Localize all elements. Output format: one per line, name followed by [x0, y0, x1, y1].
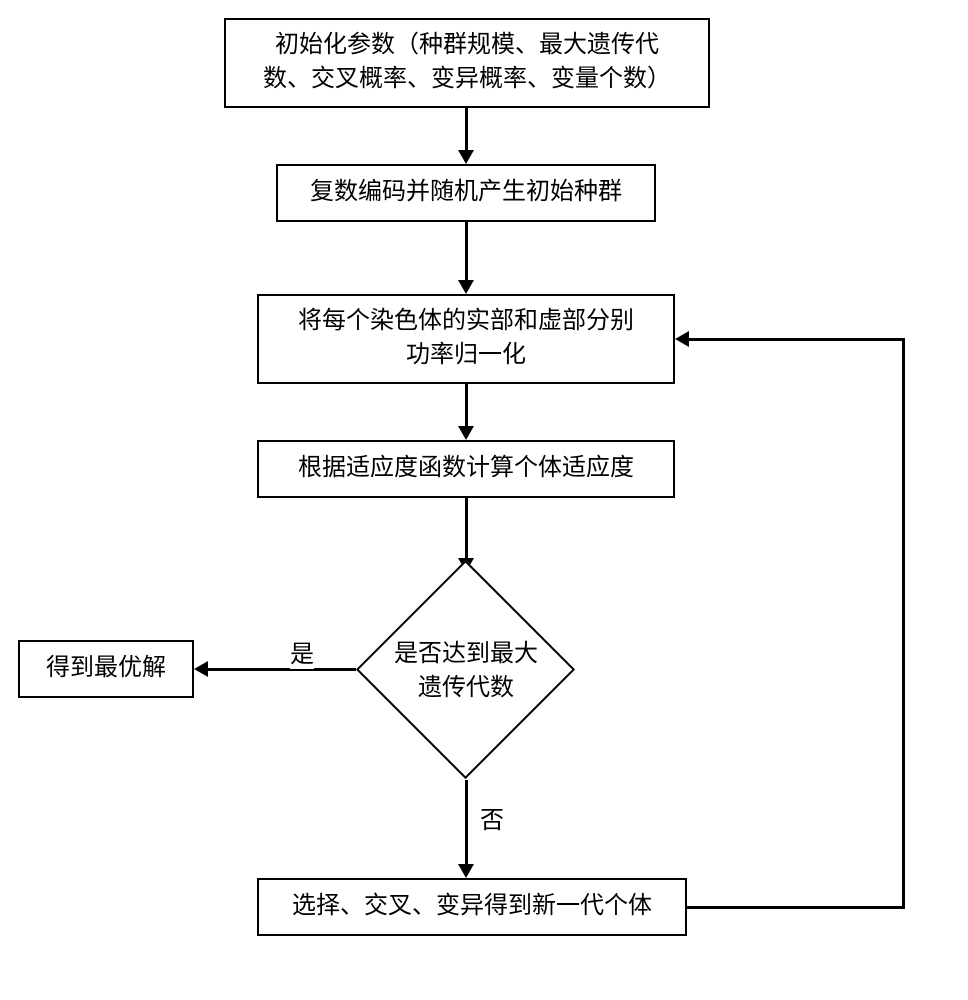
normalize-line2: 功率归一化: [406, 342, 526, 368]
node-init: 初始化参数（种群规模、最大遗传代 数、交叉概率、变异概率、变量个数）: [224, 18, 710, 108]
edge-decision-nextgen: [465, 780, 468, 864]
arrow-init-encode: [458, 150, 474, 164]
node-result: 得到最优解: [18, 640, 194, 698]
arrow-normalize-fitness: [458, 426, 474, 440]
arrow-encode-normalize: [458, 280, 474, 294]
arrow-feedback: [675, 331, 689, 347]
node-decision: [356, 560, 575, 779]
arrow-decision-nextgen: [458, 864, 474, 878]
label-yes: 是: [290, 634, 314, 669]
edge-fitness-decision: [465, 498, 468, 558]
edge-decision-result: [208, 668, 356, 671]
normalize-line1: 将每个染色体的实部和虚部分别: [298, 308, 634, 334]
node-normalize: 将每个染色体的实部和虚部分别 功率归一化: [257, 294, 675, 384]
edge-feedback-h1: [687, 906, 905, 909]
node-result-text: 得到最优解: [46, 652, 166, 686]
node-nextgen: 选择、交叉、变异得到新一代个体: [257, 878, 687, 936]
node-encode-text: 复数编码并随机产生初始种群: [310, 176, 622, 210]
node-normalize-text: 将每个染色体的实部和虚部分别 功率归一化: [298, 305, 634, 372]
init-line1: 初始化参数（种群规模、最大遗传代: [275, 32, 659, 58]
init-line2: 数、交叉概率、变异概率、变量个数）: [263, 66, 671, 92]
arrow-decision-result: [194, 661, 208, 677]
edge-init-encode: [465, 108, 468, 150]
node-fitness: 根据适应度函数计算个体适应度: [257, 440, 675, 498]
node-init-text: 初始化参数（种群规模、最大遗传代 数、交叉概率、变异概率、变量个数）: [263, 29, 671, 96]
edge-encode-normalize: [465, 222, 468, 280]
edge-feedback-v: [902, 338, 905, 909]
edge-normalize-fitness: [465, 384, 468, 426]
node-nextgen-text: 选择、交叉、变异得到新一代个体: [292, 890, 652, 924]
label-no: 否: [480, 800, 504, 835]
edge-feedback-h2: [689, 338, 905, 341]
node-fitness-text: 根据适应度函数计算个体适应度: [298, 452, 634, 486]
node-encode: 复数编码并随机产生初始种群: [276, 164, 656, 222]
